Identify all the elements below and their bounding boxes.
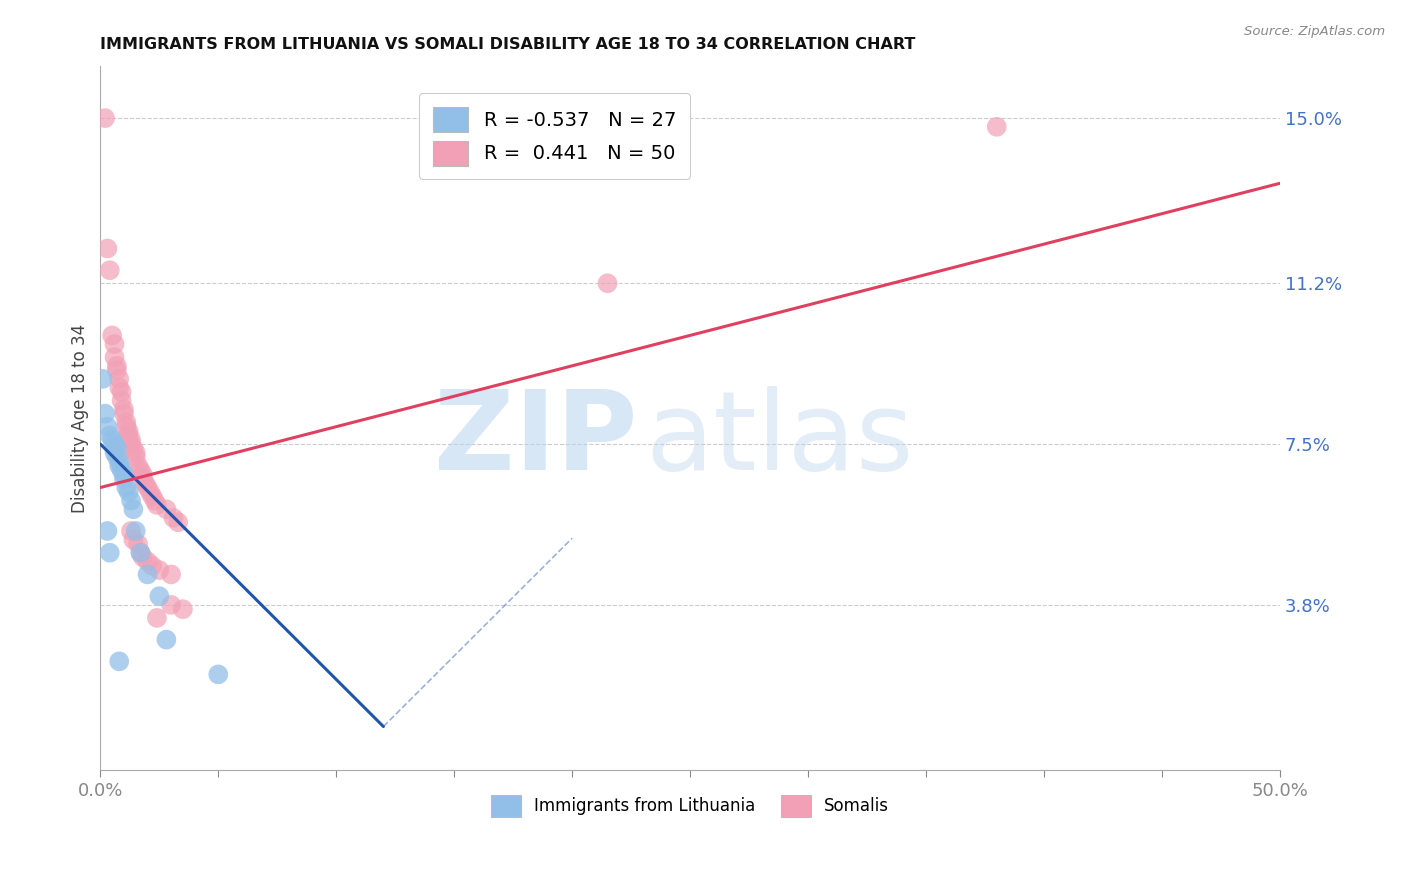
Point [110, 393, 132, 408]
Point [110, 384, 132, 399]
Legend: Immigrants from Lithuania, Somalis: Immigrants from Lithuania, Somalis [482, 787, 897, 825]
Text: IMMIGRANTS FROM LITHUANIA VS SOMALI DISABILITY AGE 18 TO 34 CORRELATION CHART: IMMIGRANTS FROM LITHUANIA VS SOMALI DISA… [100, 37, 915, 53]
Point [122, 502, 145, 516]
Point [96, 524, 118, 538]
Point [172, 602, 194, 616]
Point [96, 242, 118, 256]
Text: ZIP: ZIP [433, 385, 637, 492]
Point [139, 484, 162, 499]
Point [127, 537, 149, 551]
Point [122, 442, 145, 456]
Point [112, 402, 135, 417]
Point [94, 111, 117, 125]
Point [148, 589, 170, 603]
Point [143, 493, 166, 508]
Point [129, 546, 152, 560]
Point [155, 632, 177, 647]
Point [94, 407, 117, 421]
Point [141, 558, 163, 573]
Text: atlas: atlas [645, 385, 914, 492]
Point [986, 120, 1008, 134]
Point [596, 277, 619, 291]
Point [98, 546, 121, 560]
Point [160, 598, 183, 612]
Point [105, 442, 128, 456]
Point [105, 359, 128, 373]
Point [160, 567, 183, 582]
Point [98, 428, 121, 442]
Point [103, 437, 125, 451]
Point [112, 467, 135, 482]
Point [129, 546, 152, 560]
Point [134, 476, 156, 491]
Text: Source: ZipAtlas.com: Source: ZipAtlas.com [1244, 25, 1385, 38]
Point [129, 463, 152, 477]
Point [103, 350, 125, 364]
Point [125, 524, 148, 538]
Point [105, 363, 128, 377]
Point [98, 263, 121, 277]
Point [112, 472, 135, 486]
Point [136, 554, 159, 568]
Point [118, 424, 141, 438]
Point [103, 446, 125, 460]
Point [110, 463, 132, 477]
Point [108, 454, 131, 468]
Point [136, 567, 159, 582]
Point [105, 450, 128, 464]
Point [146, 498, 169, 512]
Point [101, 328, 124, 343]
Point [112, 407, 135, 421]
Point [108, 380, 131, 394]
Point [91, 372, 114, 386]
Point [120, 433, 142, 447]
Point [122, 533, 145, 547]
Point [136, 481, 159, 495]
Y-axis label: Disability Age 18 to 34: Disability Age 18 to 34 [72, 324, 89, 513]
Point [120, 524, 142, 538]
Point [155, 502, 177, 516]
Point [148, 563, 170, 577]
Point [120, 493, 142, 508]
Point [141, 489, 163, 503]
Point [103, 337, 125, 351]
Point [115, 419, 138, 434]
Point [108, 458, 131, 473]
Point [101, 433, 124, 447]
Point [120, 437, 142, 451]
Point [115, 415, 138, 429]
Point [118, 484, 141, 499]
Point [127, 458, 149, 473]
Point [132, 467, 155, 482]
Point [125, 450, 148, 464]
Point [118, 428, 141, 442]
Point [146, 611, 169, 625]
Point [115, 481, 138, 495]
Point [132, 472, 155, 486]
Point [125, 446, 148, 460]
Point [207, 667, 229, 681]
Point [167, 516, 190, 530]
Point [96, 419, 118, 434]
Point [132, 549, 155, 564]
Point [108, 654, 131, 668]
Point [162, 511, 184, 525]
Point [108, 372, 131, 386]
